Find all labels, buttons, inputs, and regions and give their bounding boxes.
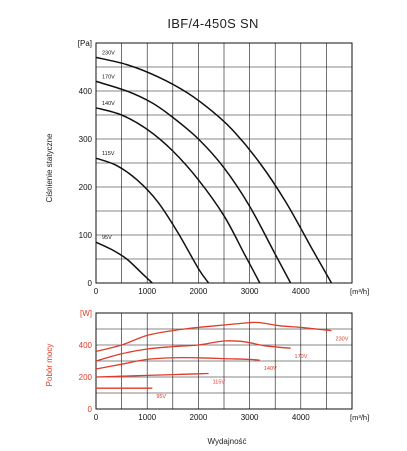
pressure-x-unit: [m³/h] — [350, 287, 369, 296]
power-series-label-140v: 140V — [264, 366, 277, 372]
pressure-series-line-95v — [95, 241, 153, 284]
pressure-series-line-230v — [95, 56, 333, 284]
pressure-y-tick-200: 200 — [79, 183, 93, 192]
power-x-tick-3000: 3000 — [241, 413, 259, 422]
pressure-x-tick-4000: 4000 — [292, 287, 310, 296]
power-x-tick-4000: 4000 — [292, 413, 310, 422]
power-series-label-95v: 95V — [156, 394, 166, 400]
pressure-series-label-170v: 170V — [102, 74, 115, 80]
pressure-y-tick-300: 300 — [79, 135, 93, 144]
power-series-line-115v — [95, 372, 209, 378]
pressure-series-line-115v — [95, 157, 210, 284]
pressure-y-tick-100: 100 — [79, 231, 93, 240]
x-axis-label: Wydajność — [207, 437, 246, 446]
pressure-series-line-170v — [95, 80, 292, 284]
power-series-line-170v — [95, 340, 291, 362]
power-series-line-230v — [95, 321, 332, 353]
pressure-series-label-230v: 230V — [102, 50, 115, 56]
power-x-unit: [m³/h] — [350, 413, 369, 422]
power-y-unit: [W] — [80, 309, 92, 318]
pressure-series-label-140v: 140V — [102, 101, 115, 107]
power-x-tick-1000: 1000 — [138, 413, 156, 422]
power-x-tick-0: 0 — [94, 413, 99, 422]
pressure-series-line-140v — [95, 107, 261, 284]
power-series-label-170v: 170V — [295, 354, 308, 360]
pressure-chart: 0 1000 2000 3000 4000 [m³/h] 0 100 200 300 400 [Pa]… — [78, 39, 369, 296]
pressure-x-tick-0: 0 — [94, 287, 99, 296]
power-x-tick-2000: 2000 — [190, 413, 208, 422]
power-series-line-140v — [95, 356, 260, 370]
chart-title: IBF/4-450S SN — [167, 16, 258, 31]
power-chart: 0 1000 2000 3000 4000 [m³/h] 0 200 400 [W] 230V 170… — [79, 309, 370, 422]
pressure-y-tick-0: 0 — [88, 279, 93, 288]
power-axis-label: Pobór mocy — [45, 344, 54, 387]
power-y-tick-400: 400 — [79, 341, 93, 350]
pressure-y-tick-400: 400 — [79, 87, 93, 96]
pressure-axis-label: Ciśnienie statyczne — [45, 133, 54, 202]
power-series-label-230v: 230V — [336, 337, 349, 343]
pressure-x-tick-2000: 2000 — [190, 287, 208, 296]
pressure-series-label-115v: 115V — [102, 151, 115, 157]
pressure-y-unit: [Pa] — [78, 39, 92, 48]
power-y-tick-200: 200 — [79, 373, 93, 382]
pressure-series-label-95v: 95V — [102, 235, 112, 241]
power-series-label-115v: 115V — [213, 379, 226, 385]
pressure-x-tick-1000: 1000 — [138, 287, 156, 296]
power-y-tick-0: 0 — [88, 405, 93, 414]
pressure-x-tick-3000: 3000 — [241, 287, 259, 296]
